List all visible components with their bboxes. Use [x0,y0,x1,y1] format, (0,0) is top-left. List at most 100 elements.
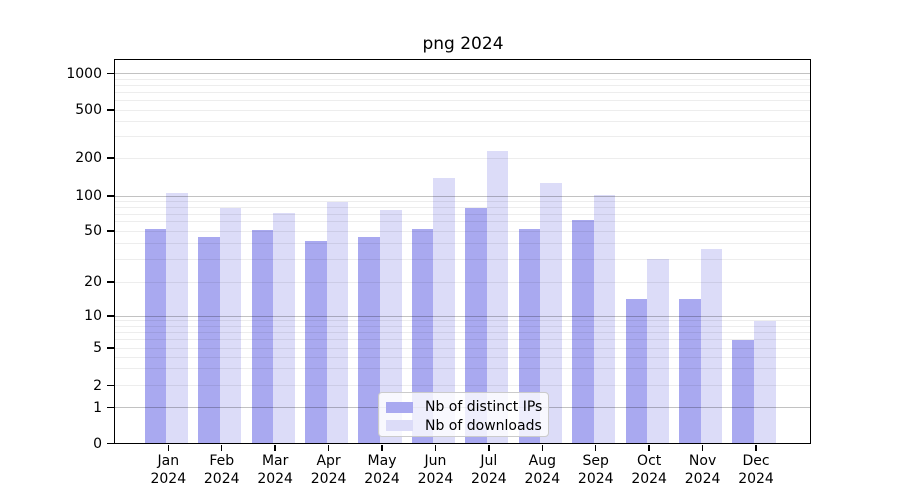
gridline-minor [115,230,811,232]
bar-downloads-nov [700,249,723,444]
bar-downloads-apr [326,201,349,444]
x-tick-label: Apr 2024 [297,453,361,488]
y-tick-label: 200 [75,150,102,166]
x-tick-label-line: Aug [528,453,556,469]
legend-swatch-downloads [386,420,413,432]
x-tick-label-line: Jun [424,453,447,469]
bar-downloads-dec [754,320,776,444]
x-tick-label-line: Jul [480,453,498,469]
x-tick-label-line: 2024 [471,470,507,487]
gridline-minor [115,121,811,123]
x-tick-mark [327,445,330,451]
gridline-minor [115,91,811,93]
x-tick-mark [541,445,543,451]
bar-distinct-ips-jun [411,229,434,444]
gridline-minor [115,356,811,358]
bar-distinct-ips-jul [465,207,487,444]
gridline-minor [115,339,811,341]
x-tick-label-line: 2024 [310,470,347,487]
bar-distinct-ips-nov [679,299,701,444]
bar-distinct-ips-feb [198,236,220,444]
gridline-minor [115,206,811,208]
y-tick-mark [107,406,114,409]
chart-title: png 2024 [422,34,504,54]
bar-distinct-ips-sep [572,220,594,444]
bar-downloads-aug [540,182,562,444]
y-tick-label: 2 [93,377,102,394]
x-tick-label-line: May [367,453,397,469]
gridline-minor [115,385,811,386]
y-tick-label: 20 [84,274,102,290]
x-tick-label-line: 2024 [684,470,721,487]
y-tick-label: 1 [93,399,102,416]
x-tick-label: Jan 2024 [136,453,200,488]
bar-distinct-ips-mar [251,230,274,444]
y-tick-mark [107,195,114,197]
gridline-minor [115,213,811,215]
bar-downloads-mar [273,212,295,444]
bar-distinct-ips-jan [144,229,167,444]
x-tick-mark [274,445,276,451]
x-tick-mark [434,445,437,451]
gridline-minor [115,258,811,260]
x-tick-mark [167,445,169,451]
bar-downloads-sep [593,194,616,444]
x-tick-label: Mar 2024 [243,453,307,488]
x-tick-label-line: 2024 [364,470,400,487]
x-tick-label-line: 2024 [738,470,774,487]
bar-downloads-feb [219,207,242,444]
legend: Nb of distinct IPs Nb of downloads [378,392,549,437]
x-tick-label-line: Jan [157,453,180,469]
gridline-minor [115,136,811,138]
bar-distinct-ips-oct [625,299,648,444]
gridline-minor [115,281,811,283]
x-tick-label: Jun 2024 [403,453,467,488]
bar-downloads-may [380,209,402,444]
plot-area [115,61,811,444]
y-tick-label: 1000 [66,65,102,82]
x-tick-mark [755,445,757,451]
x-tick-label-line: Mar [261,453,289,469]
y-tick-mark [107,230,114,232]
x-tick-label-line: 2024 [203,470,240,487]
x-tick-label: Jul 2024 [457,453,521,488]
y-tick-mark [107,281,114,283]
x-tick-label: Oct 2024 [617,453,681,488]
gridline-minor [115,99,811,101]
x-tick-mark [701,445,704,451]
y-tick-mark [107,442,114,445]
bar-downloads-oct [647,259,669,444]
x-tick-label-line: 2024 [524,470,561,487]
gridline-minor [115,320,811,322]
gridline-major [115,73,811,74]
bar-downloads-jun [433,177,456,444]
x-tick-label-line: 2024 [631,470,667,487]
y-tick-mark [107,384,114,387]
x-tick-label: Aug 2024 [510,453,574,488]
x-tick-mark [648,445,650,451]
x-tick-mark [221,445,223,451]
legend-item-downloads: Nb of downloads [386,417,548,436]
gridline-minor [115,325,811,327]
gridline-major [115,195,811,197]
x-tick-label: Sep 2024 [564,453,628,488]
x-tick-mark [595,445,597,451]
gridline-minor [115,84,811,86]
gridline-minor [115,242,811,244]
legend-label-downloads: Nb of downloads [425,417,542,434]
y-tick-mark [107,315,114,317]
gridline-major [115,315,811,317]
x-tick-label: Dec 2024 [724,453,788,488]
legend-label-distinct-ips: Nb of distinct IPs [425,399,543,416]
x-tick-mark [488,445,490,451]
y-tick-mark [107,347,114,349]
x-tick-label: May 2024 [350,453,414,488]
y-tick-label: 10 [84,308,102,324]
y-tick-label: 0 [93,435,102,452]
x-tick-label-line: 2024 [577,470,614,487]
y-tick-mark [107,157,114,159]
x-tick-label-line: Sep [582,453,609,469]
x-tick-mark [381,445,383,451]
gridline-minor [115,221,811,223]
